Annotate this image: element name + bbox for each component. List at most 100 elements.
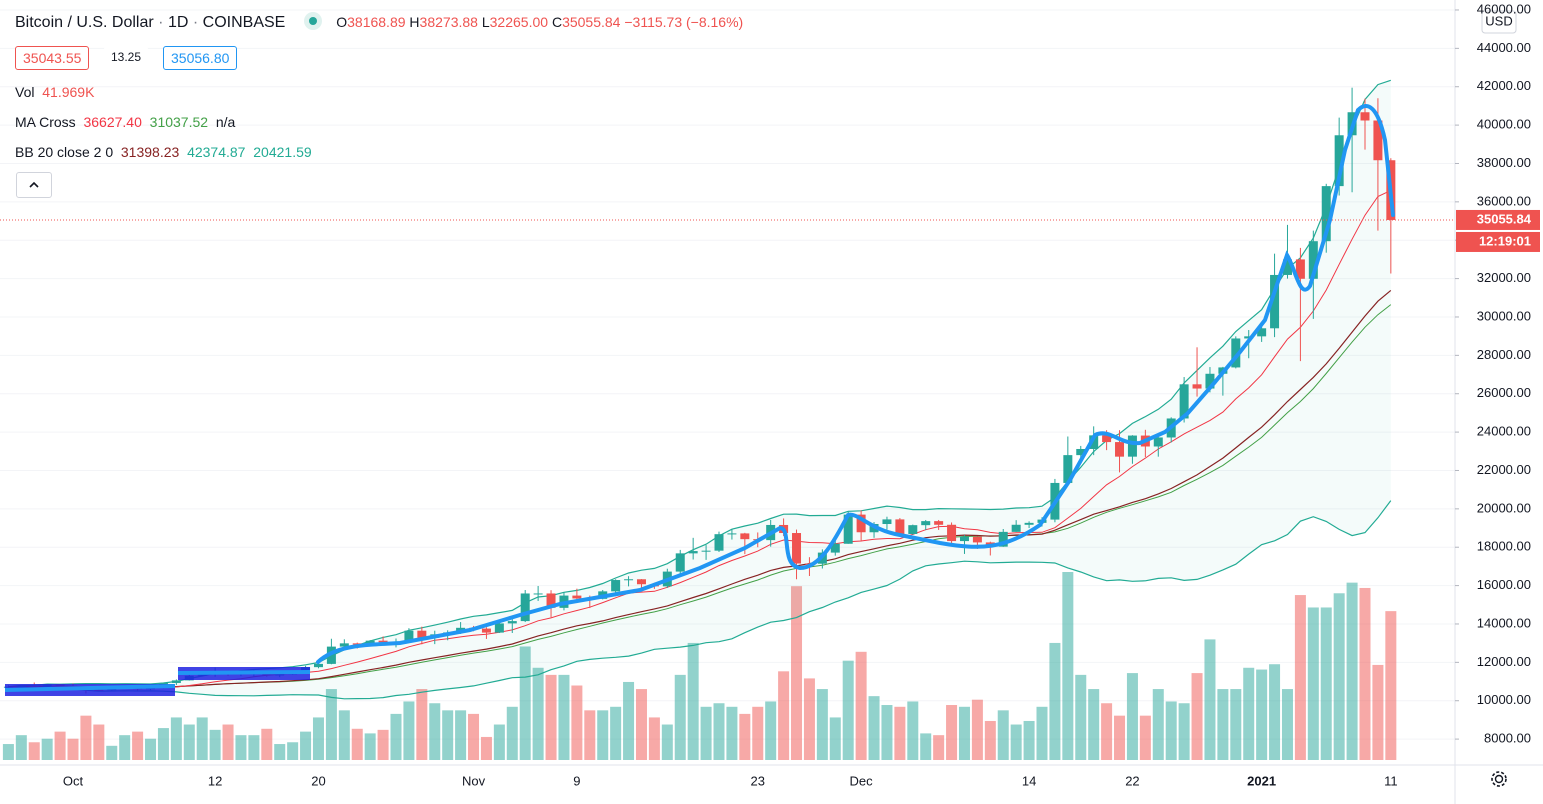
volume-bar [1333,593,1345,760]
candle-body [1308,241,1318,279]
candle-body [1179,384,1189,419]
ohlc-value: 38273.88 [419,14,478,30]
volume-bar [1010,724,1022,760]
volume-bar [739,713,751,760]
x-tick-label: 2021 [1247,773,1276,788]
plot-area [0,9,1455,760]
volume-bar [54,731,66,760]
volume-bar [1281,689,1293,760]
last-price-label: 35055.84 [1477,211,1532,226]
volume-bar [183,724,195,760]
spread: 13.25 [111,50,142,64]
candle-body [843,514,853,544]
volume-bar [545,674,557,760]
volume-bar [1049,642,1061,760]
x-tick-label: Nov [462,773,486,788]
separator: · [192,14,199,31]
candle-body [636,579,646,585]
chevron [29,181,39,188]
volume-bar [1152,689,1164,760]
volume-bar [765,701,777,760]
candle-body [1360,112,1370,121]
x-tick-label: 12 [208,773,222,788]
drawing-curve[interactable] [316,104,1395,664]
volume-legend: Vol 41.969K [15,84,94,100]
market-status[interactable] [303,12,322,30]
collapse-button[interactable] [16,172,52,198]
ma-extra: n/a [215,114,236,130]
candle-body [1089,435,1099,449]
volume-bar [1114,715,1126,760]
currency-button[interactable] [1481,10,1517,34]
volume-bar [1165,701,1177,760]
bid-button[interactable]: 35043.55 [15,46,90,70]
y-tick-label: 26000.00 [1477,385,1531,400]
volume-bar [1256,669,1268,760]
y-tick-label: 40000.00 [1477,117,1531,132]
candle-body [352,643,362,645]
volume-bar [222,724,234,760]
volume-bar [571,685,583,760]
volume-bar [157,728,169,760]
ohlc-value: 35055.84 [562,14,621,30]
volume-bar [132,731,144,760]
volume-bar [493,724,505,760]
volume-bar [597,710,609,760]
volume-bar [145,738,157,760]
ask-button[interactable]: 35056.80 [163,46,238,70]
volume-bar [752,706,764,760]
x-tick-label: 23 [751,773,765,788]
bb-fill [8,80,1391,699]
candle-body [1063,455,1073,483]
y-tick-label: 44000.00 [1477,40,1531,55]
candle-body [417,630,427,638]
gear-hub [1494,774,1504,784]
volume-bar [1023,720,1035,760]
candle-body [727,533,737,535]
volume-bar [1294,595,1306,760]
candle-body [998,531,1008,547]
y-tick-label: 12000.00 [1477,654,1531,669]
volume-bar [80,715,92,760]
candle-body [494,623,504,633]
volume-bar [1178,703,1190,760]
candle-body [1102,435,1112,443]
volume-bar [28,742,40,760]
candle-body [1115,442,1125,457]
candle-body [972,536,982,543]
y-tick-label: 46000.00 [1477,1,1531,16]
x-tick-label: 20 [311,773,325,788]
volume-bar [442,710,454,760]
y-tick-label: 36000.00 [1477,193,1531,208]
candle-body [792,533,802,564]
volume-bar [506,706,518,760]
volume-bar [1101,703,1113,760]
volume-bar [894,706,906,760]
candle-body [1373,120,1383,161]
volume-bar [726,706,738,760]
candle-body [171,680,181,683]
volume-bar [803,678,815,760]
volume-bar [2,744,14,760]
volume-bar [67,738,79,760]
volume-bar [532,667,544,760]
candle-body [830,543,840,553]
volume-bar [390,713,402,760]
volume-bar [700,706,712,760]
volume-bar [519,646,531,760]
drawing-line[interactable] [4,670,311,692]
ohlc-key: C [551,14,563,30]
volume-bar [920,733,932,760]
candle-body [572,595,582,599]
settings-icon[interactable] [1491,771,1507,787]
volume-bar [687,642,699,760]
volume-bar [791,586,803,760]
volume-bar [377,729,389,760]
ohlc-legend: O38168.89 H38273.88 L32265.00 C35055.84 [336,14,624,30]
volume-bar [1372,664,1384,760]
volume-value: 41.969K [42,84,95,100]
bb-legend: BB 20 close 2 0 31398.23 42374.87 20421.… [15,144,312,160]
volume-bar [842,660,854,760]
candle-body [882,519,892,525]
